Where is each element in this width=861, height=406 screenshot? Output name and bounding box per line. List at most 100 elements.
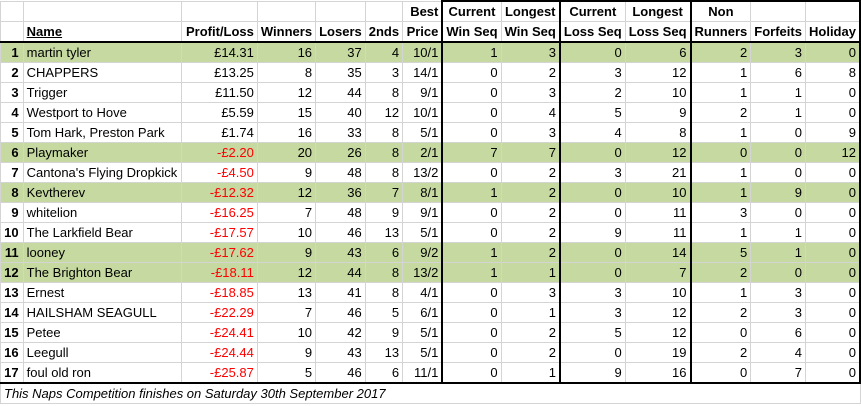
cell-long-win: 2 — [500, 222, 561, 243]
table-body: 1 martin tyler £14.31 16 37 4 10/1 1 3 0 6 2 3 0 2 CHAP… — [0, 41, 861, 384]
cell-non-runners: 2 — [689, 262, 752, 283]
cell-losers: 44 — [315, 82, 366, 103]
cell-rank: 8 — [0, 182, 24, 203]
cell-name: The Brighton Bear — [22, 262, 182, 283]
header-row-1: Best Current Longest Current Longest Non — [0, 0, 861, 22]
cell-cur-loss: 2 — [558, 82, 626, 103]
cell-seconds: 6 — [364, 242, 404, 263]
cell-name: Petee — [22, 322, 182, 343]
cell-long-loss: 9 — [624, 102, 692, 123]
cell-rank: 16 — [0, 342, 24, 363]
cell-forfeits: 3 — [750, 282, 806, 303]
cell-forfeits: 1 — [750, 82, 806, 103]
cell-winners: 20 — [256, 142, 317, 163]
cell-cur-win: 0 — [441, 342, 502, 363]
cell-long-win: 2 — [500, 62, 561, 83]
cell-best-price: 5/1 — [402, 122, 443, 143]
cell-rank: 13 — [0, 282, 24, 303]
cell-profit: £1.74 — [180, 122, 258, 143]
cell-holiday: 0 — [804, 362, 861, 384]
cell-holiday: 9 — [804, 122, 861, 143]
cell-seconds: 13 — [364, 222, 404, 243]
cell-cur-win: 1 — [441, 182, 502, 203]
cell-non-runners: 1 — [689, 162, 752, 183]
cell-rank: 14 — [0, 302, 24, 323]
header-name: Name — [26, 24, 63, 39]
cell-seconds: 8 — [364, 162, 404, 183]
cell-name: Cantona's Flying Dropkick — [22, 162, 182, 183]
table-row: 9 whitelion -£16.25 7 48 9 9/1 0 2 0 11 3 0 0 — [0, 202, 861, 223]
cell-name: Tom Hark, Preston Park — [22, 122, 182, 143]
cell-best-price: 10/1 — [402, 41, 443, 63]
cell-rank: 12 — [0, 262, 24, 283]
cell-non-runners: 2 — [689, 102, 752, 123]
cell-name: looney — [22, 242, 182, 263]
cell-holiday: 0 — [804, 342, 861, 363]
cell-profit: £5.59 — [180, 102, 258, 123]
cell-losers: 35 — [315, 62, 366, 83]
cell-best-price: 5/1 — [402, 222, 443, 243]
cell-long-loss: 12 — [624, 322, 692, 343]
cell-cur-win: 7 — [441, 142, 502, 163]
cell-seconds: 8 — [364, 82, 404, 103]
cell-seconds: 5 — [364, 302, 404, 323]
header-best: Best — [402, 0, 443, 22]
cell-name: The Larkfield Bear — [22, 222, 182, 243]
cell-losers: 33 — [315, 122, 366, 143]
cell-non-runners: 5 — [689, 242, 752, 263]
cell-holiday: 0 — [804, 282, 861, 303]
cell-rank: 17 — [0, 362, 24, 384]
cell-losers: 41 — [315, 282, 366, 303]
cell-losers: 48 — [315, 162, 366, 183]
table-row: 8 Kevtherev -£12.32 12 36 7 8/1 1 2 0 10 1 9 0 — [0, 182, 861, 203]
header-longest-loss: Longest — [624, 0, 692, 22]
cell-long-loss: 16 — [624, 362, 692, 384]
header-losers: Losers — [315, 21, 366, 43]
cell-long-win: 3 — [500, 41, 561, 63]
cell-cur-win: 0 — [441, 62, 502, 83]
cell-holiday: 0 — [804, 162, 861, 183]
cell-cur-loss: 0 — [558, 262, 626, 283]
cell-losers: 36 — [315, 182, 366, 203]
cell-long-win: 1 — [500, 262, 561, 283]
cell-losers: 40 — [315, 102, 366, 123]
cell-forfeits: 3 — [750, 302, 806, 323]
cell-profit: -£17.62 — [180, 242, 258, 263]
cell-winners: 10 — [256, 222, 317, 243]
cell-holiday: 12 — [804, 142, 861, 163]
cell-winners: 12 — [256, 262, 317, 283]
cell-forfeits: 4 — [750, 342, 806, 363]
header-win-seq: Win Seq — [441, 21, 502, 43]
cell-name: Kevtherev — [22, 182, 182, 203]
cell-non-runners: 1 — [689, 62, 752, 83]
cell-best-price: 4/1 — [402, 282, 443, 303]
cell-name: Westport to Hove — [22, 102, 182, 123]
table-row: 1 martin tyler £14.31 16 37 4 10/1 1 3 0 6 2 3 0 — [0, 41, 861, 63]
header-row-2: Name Profit/Loss Winners Losers 2nds Pri… — [0, 21, 861, 43]
cell-profit: -£18.85 — [180, 282, 258, 303]
cell-rank: 1 — [0, 41, 24, 63]
header-loss-seq: Loss Seq — [558, 21, 626, 43]
cell-winners: 9 — [256, 342, 317, 363]
header-price: Price — [402, 21, 443, 43]
table-row: 14 HAILSHAM SEAGULL -£22.29 7 46 5 6/1 0 1 3 12 2 3 0 — [0, 302, 861, 323]
cell-cur-loss: 9 — [558, 362, 626, 384]
cell-non-runners: 0 — [689, 142, 752, 163]
cell-seconds: 9 — [364, 322, 404, 343]
cell-best-price: 9/2 — [402, 242, 443, 263]
cell-non-runners: 1 — [689, 122, 752, 143]
cell-name: CHAPPERS — [22, 62, 182, 83]
cell-holiday: 0 — [804, 262, 861, 283]
cell-holiday: 0 — [804, 82, 861, 103]
cell-cur-win: 1 — [441, 262, 502, 283]
cell-winners: 9 — [256, 242, 317, 263]
cell-holiday: 0 — [804, 102, 861, 123]
cell-winners: 7 — [256, 202, 317, 223]
cell-cur-win: 0 — [441, 282, 502, 303]
cell-cur-loss: 3 — [558, 162, 626, 183]
cell-profit: -£2.20 — [180, 142, 258, 163]
cell-profit: £11.50 — [180, 82, 258, 103]
cell-forfeits: 3 — [750, 41, 806, 63]
cell-winners: 5 — [256, 362, 317, 384]
